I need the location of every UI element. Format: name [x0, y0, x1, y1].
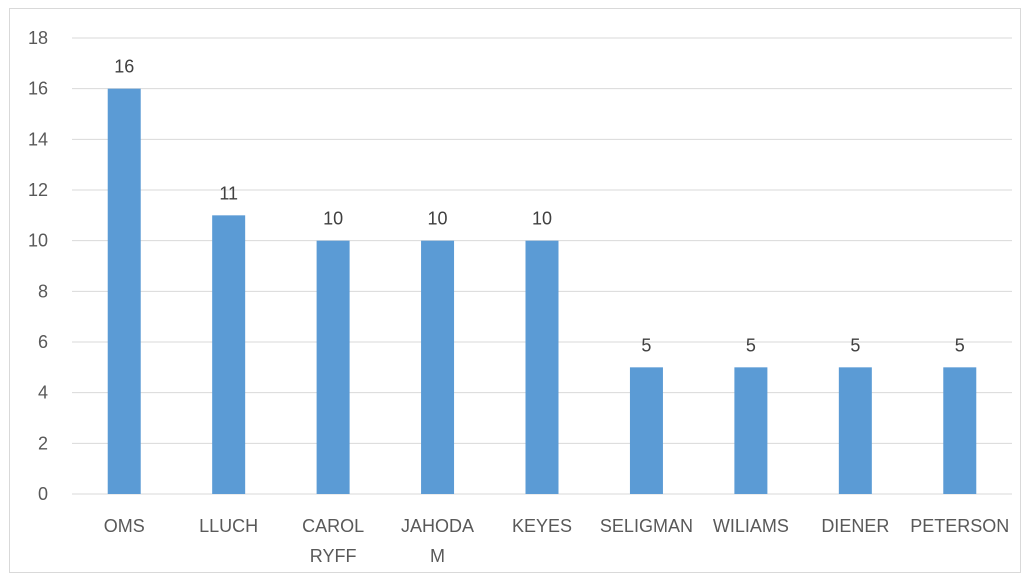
data-label: 5 — [955, 335, 965, 355]
category-label: RYFF — [310, 546, 357, 566]
y-tick-label: 8 — [38, 281, 48, 301]
bar — [838, 367, 872, 494]
bar — [943, 367, 977, 494]
bar — [525, 240, 559, 494]
data-label: 5 — [641, 335, 651, 355]
y-tick-label: 10 — [28, 231, 48, 251]
bar — [421, 240, 455, 494]
y-tick-label: 12 — [28, 180, 48, 200]
y-tick-label: 18 — [28, 28, 48, 48]
category-label: JAHODA — [401, 516, 474, 536]
category-label: KEYES — [512, 516, 572, 536]
category-label: PETERSON — [910, 516, 1009, 536]
y-tick-label: 6 — [38, 332, 48, 352]
category-label: OMS — [104, 516, 145, 536]
y-tick-label: 14 — [28, 129, 48, 149]
category-label: DIENER — [821, 516, 889, 536]
bar — [107, 88, 141, 495]
category-label: CAROL — [302, 516, 364, 536]
y-tick-label: 0 — [38, 484, 48, 504]
bar — [316, 240, 350, 494]
category-label: WILIAMS — [713, 516, 789, 536]
data-label: 16 — [114, 57, 134, 77]
bar — [734, 367, 768, 494]
data-label: 10 — [323, 209, 343, 229]
category-label: LLUCH — [199, 516, 258, 536]
y-tick-label: 4 — [38, 383, 48, 403]
y-tick-label: 16 — [28, 79, 48, 99]
data-label: 10 — [532, 209, 552, 229]
data-label: 5 — [850, 335, 860, 355]
bar — [212, 215, 246, 495]
data-label: 10 — [428, 209, 448, 229]
data-label: 5 — [746, 335, 756, 355]
category-label: SELIGMAN — [600, 516, 693, 536]
category-label: M — [430, 546, 445, 566]
data-label: 11 — [219, 183, 238, 203]
bar — [629, 367, 663, 494]
y-tick-label: 2 — [38, 433, 48, 453]
